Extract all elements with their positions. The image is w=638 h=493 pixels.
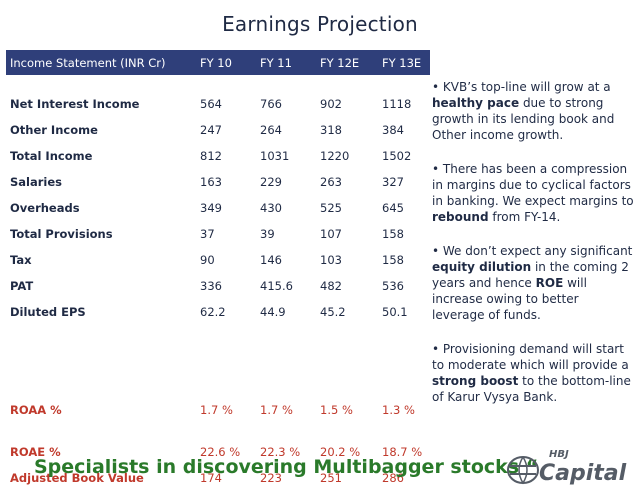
- row-value: 384: [382, 123, 404, 137]
- row-value: 1118: [382, 97, 412, 111]
- income-statement-table: Income Statement (INR Cr) FY 10 FY 11 FY…: [6, 50, 430, 491]
- row-value: 812: [200, 149, 222, 163]
- row-value: 223: [260, 471, 282, 485]
- row-value: 1031: [260, 149, 290, 163]
- row-value: 1.7 %: [260, 403, 293, 417]
- row-label: ROAA %: [10, 403, 62, 417]
- row-value: 318: [320, 123, 342, 137]
- row-value: 902: [320, 97, 342, 111]
- row-value: 44.9: [260, 305, 286, 319]
- table-row: Other Income 247 264 318 384: [6, 117, 430, 143]
- row-label: Other Income: [10, 123, 98, 137]
- bullet-equity-dilution: • We don’t expect any significant equity…: [432, 244, 633, 322]
- row-value: 336: [200, 279, 222, 293]
- row-value: 20.2 %: [320, 445, 361, 459]
- table-header-row: Income Statement (INR Cr) FY 10 FY 11 FY…: [6, 50, 430, 75]
- row-value: 1220: [320, 149, 350, 163]
- table-row: Total Income 812 1031 1220 1502: [6, 143, 430, 169]
- page-title: Earnings Projection: [222, 12, 418, 36]
- header-cell: FY 12E: [316, 50, 378, 75]
- row-value: 22.6 %: [200, 445, 241, 459]
- row-value: 327: [382, 175, 404, 189]
- row-label: PAT: [10, 279, 34, 293]
- globe-icon: [507, 456, 539, 485]
- bullet-provisioning: • Provisioning demand will start to mode…: [432, 342, 631, 404]
- row-value: 525: [320, 201, 342, 215]
- row-value: 564: [200, 97, 222, 111]
- footer-tagline: Specialists in discovering Multibagger s…: [34, 456, 539, 478]
- row-value: 264: [260, 123, 282, 137]
- table-row: Salaries 163 229 263 327: [6, 169, 430, 195]
- table-row: Overheads 349 430 525 645: [6, 195, 430, 221]
- row-label: ROAE %: [10, 445, 61, 459]
- logo-bottom-text: Capital: [539, 461, 627, 486]
- row-label: Total Income: [10, 149, 93, 163]
- row-value: 263: [320, 175, 342, 189]
- row-label: Adjusted Book Value: [10, 471, 144, 485]
- table-row: Tax 90 146 103 158: [6, 247, 430, 273]
- row-value: 229: [260, 175, 282, 189]
- row-value: 39: [260, 227, 275, 241]
- row-value: 163: [200, 175, 222, 189]
- row-label: Diluted EPS: [10, 305, 86, 319]
- row-value: 22.3 %: [260, 445, 301, 459]
- table-row: Net Interest Income 564 766 902 1118: [6, 91, 430, 117]
- header-cell: FY 10: [196, 50, 256, 75]
- row-value: 415.6: [260, 279, 293, 293]
- row-value: 247: [200, 123, 222, 137]
- table-row: ROAA % 1.7 % 1.7 % 1.5 % 1.3 %: [6, 397, 430, 423]
- header-cell: FY 13E: [378, 50, 430, 75]
- row-value: 146: [260, 253, 282, 267]
- row-value: 1.7 %: [200, 403, 233, 417]
- header-cell: FY 11: [256, 50, 316, 75]
- table-row: ROAE % 22.6 % 22.3 % 20.2 % 18.7 %: [6, 439, 430, 465]
- row-value: 18.7 %: [382, 445, 423, 459]
- row-value: 1.3 %: [382, 403, 415, 417]
- row-value: 766: [260, 97, 282, 111]
- bullet-margin-compression: • There has been a compression in margin…: [432, 162, 634, 224]
- row-value: 1.5 %: [320, 403, 353, 417]
- row-value: 103: [320, 253, 342, 267]
- hbj-capital-logo: HBJ Capital: [507, 449, 627, 486]
- row-value: 62.2: [200, 305, 226, 319]
- row-value: 50.1: [382, 305, 408, 319]
- row-value: 37: [200, 227, 215, 241]
- row-label: Tax: [10, 253, 32, 267]
- row-value: 536: [382, 279, 404, 293]
- commentary-bullets: • KVB’s top-line will grow at a healthy …: [432, 79, 634, 423]
- header-cell: Income Statement (INR Cr): [6, 50, 196, 75]
- row-value: 45.2: [320, 305, 346, 319]
- table-row: PAT 336 415.6 482 536: [6, 273, 430, 299]
- row-value: 1502: [382, 149, 412, 163]
- row-value: 645: [382, 201, 404, 215]
- row-value: 90: [200, 253, 215, 267]
- row-label: Total Provisions: [10, 227, 113, 241]
- row-value: 251: [320, 471, 342, 485]
- row-value: 158: [382, 253, 404, 267]
- row-label: Net Interest Income: [10, 97, 140, 111]
- bullet-top-line-growth: • KVB’s top-line will grow at a healthy …: [432, 80, 615, 142]
- logo-top-text: HBJ: [549, 449, 569, 460]
- table-row: Total Provisions 37 39 107 158: [6, 221, 430, 247]
- row-value: 482: [320, 279, 342, 293]
- row-value: 430: [260, 201, 282, 215]
- row-value: 107: [320, 227, 342, 241]
- row-value: 286: [382, 471, 404, 485]
- row-label: Overheads: [10, 201, 80, 215]
- row-value: 174: [200, 471, 222, 485]
- row-label: Salaries: [10, 175, 63, 189]
- row-value: 158: [382, 227, 404, 241]
- table-row: Diluted EPS 62.2 44.9 45.2 50.1: [6, 299, 430, 325]
- row-value: 349: [200, 201, 222, 215]
- table-row: Adjusted Book Value 174 223 251 286: [6, 465, 430, 491]
